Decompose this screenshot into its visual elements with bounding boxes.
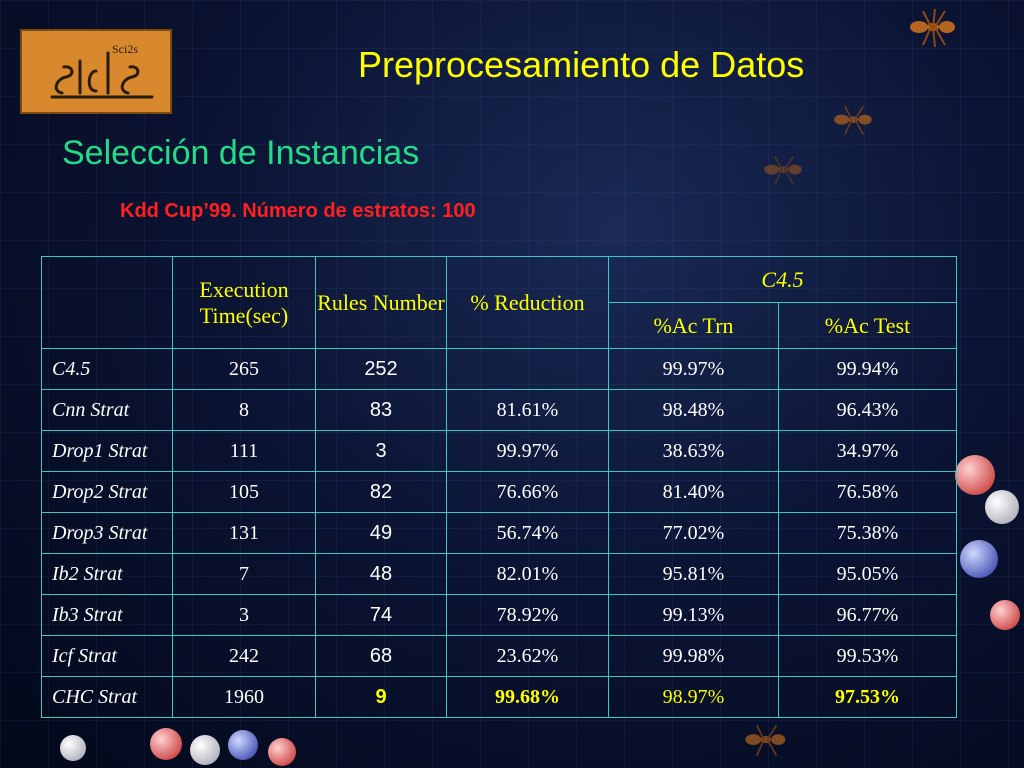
row-ac-test: 99.94% <box>778 348 957 390</box>
row-name: Drop1 Strat <box>41 430 173 472</box>
table-row: C4.5 265 252 99.97% 99.94% <box>41 348 957 390</box>
row-name: CHC Strat <box>41 676 173 718</box>
row-name: Cnn Strat <box>41 389 173 431</box>
table-header-row: Execution Time(sec) Rules Number % Reduc… <box>41 256 957 349</box>
row-rules: 68 <box>315 635 447 677</box>
header-ac-test: %Ac Test <box>778 302 957 349</box>
row-ac-test: 76.58% <box>778 471 957 513</box>
molecule-decoration <box>60 735 86 761</box>
header-rules-number: Rules Number <box>315 256 447 349</box>
header-empty-cell <box>41 256 173 349</box>
row-rules: 48 <box>315 553 447 595</box>
row-ac-trn: 81.40% <box>608 471 779 513</box>
row-ac-test: 34.97% <box>778 430 957 472</box>
table-row-highlight: CHC Strat 1960 9 99.68% 98.97% 97.53% <box>41 676 957 718</box>
row-time: 3 <box>172 594 316 636</box>
ant-decoration-icon <box>834 105 872 135</box>
header-c45-group: C4.5 <box>608 256 957 303</box>
table-row: Ib2 Strat 7 48 82.01% 95.81% 95.05% <box>41 553 957 595</box>
row-rules: 83 <box>315 389 447 431</box>
row-ac-trn: 99.13% <box>608 594 779 636</box>
ant-decoration-icon <box>745 724 786 756</box>
table-row: Ib3 Strat 3 74 78.92% 99.13% 96.77% <box>41 594 957 636</box>
row-time: 111 <box>172 430 316 472</box>
table-row: Drop3 Strat 131 49 56.74% 77.02% 75.38% <box>41 512 957 554</box>
molecule-decoration <box>990 600 1020 630</box>
molecule-decoration <box>150 728 182 760</box>
row-ac-test: 99.53% <box>778 635 957 677</box>
row-ac-trn: 95.81% <box>608 553 779 595</box>
sci2s-logo-icon: Sci2s <box>50 42 154 99</box>
row-rules: 49 <box>315 512 447 554</box>
results-table: Execution Time(sec) Rules Number % Reduc… <box>41 256 957 718</box>
logo-text: Sci2s <box>112 42 138 56</box>
row-name: Ib2 Strat <box>41 553 173 595</box>
molecule-decoration <box>985 490 1019 524</box>
row-ac-test: 96.77% <box>778 594 957 636</box>
sci2s-logo: Sci2s <box>20 29 172 114</box>
molecule-decoration <box>190 735 220 765</box>
row-time: 105 <box>172 471 316 513</box>
row-rules: 3 <box>315 430 447 472</box>
row-ac-test: 96.43% <box>778 389 957 431</box>
row-name: Drop2 Strat <box>41 471 173 513</box>
row-rules: 9 <box>315 676 447 718</box>
row-reduction: 99.68% <box>446 676 609 718</box>
table-subtitle: Kdd Cup’99. Número de estratos: 100 <box>120 200 476 222</box>
row-name: Icf Strat <box>41 635 173 677</box>
row-ac-test: 97.53% <box>778 676 957 718</box>
row-ac-test: 95.05% <box>778 553 957 595</box>
section-title: Selección de Instancias <box>62 134 420 172</box>
row-name: Ib3 Strat <box>41 594 173 636</box>
row-ac-trn: 98.97% <box>608 676 779 718</box>
row-ac-trn: 99.97% <box>608 348 779 390</box>
molecule-decoration <box>228 730 258 760</box>
row-name: C4.5 <box>41 348 173 390</box>
slide-title: Preprocesamiento de Datos <box>358 44 805 85</box>
row-rules: 252 <box>315 348 447 390</box>
row-ac-trn: 77.02% <box>608 512 779 554</box>
row-reduction: 56.74% <box>446 512 609 554</box>
row-rules: 74 <box>315 594 447 636</box>
row-name: Drop3 Strat <box>41 512 173 554</box>
row-rules: 82 <box>315 471 447 513</box>
row-time: 131 <box>172 512 316 554</box>
row-time: 1960 <box>172 676 316 718</box>
row-time: 8 <box>172 389 316 431</box>
table-row: Drop2 Strat 105 82 76.66% 81.40% 76.58% <box>41 471 957 513</box>
row-reduction: 99.97% <box>446 430 609 472</box>
row-reduction: 82.01% <box>446 553 609 595</box>
row-reduction <box>446 348 609 390</box>
table-subheader-row: %Ac Trn %Ac Test <box>42 302 957 349</box>
row-ac-trn: 38.63% <box>608 430 779 472</box>
header-ac-trn: %Ac Trn <box>608 302 779 349</box>
row-ac-test: 75.38% <box>778 512 957 554</box>
table-row: Drop1 Strat 111 3 99.97% 38.63% 34.97% <box>41 430 957 472</box>
row-ac-trn: 99.98% <box>608 635 779 677</box>
header-reduction: % Reduction <box>446 256 609 349</box>
row-time: 242 <box>172 635 316 677</box>
molecule-decoration <box>960 540 998 578</box>
molecule-decoration <box>955 455 995 495</box>
row-reduction: 78.92% <box>446 594 609 636</box>
ant-decoration-icon <box>764 155 802 185</box>
table-row: Cnn Strat 8 83 81.61% 98.48% 96.43% <box>41 389 957 431</box>
table-row: Icf Strat 242 68 23.62% 99.98% 99.53% <box>41 635 957 677</box>
row-reduction: 81.61% <box>446 389 609 431</box>
row-reduction: 76.66% <box>446 471 609 513</box>
molecule-decoration <box>268 738 296 766</box>
ant-decoration-icon <box>910 8 955 48</box>
row-time: 7 <box>172 553 316 595</box>
row-ac-trn: 98.48% <box>608 389 779 431</box>
row-reduction: 23.62% <box>446 635 609 677</box>
row-time: 265 <box>172 348 316 390</box>
header-execution-time: Execution Time(sec) <box>172 256 316 349</box>
